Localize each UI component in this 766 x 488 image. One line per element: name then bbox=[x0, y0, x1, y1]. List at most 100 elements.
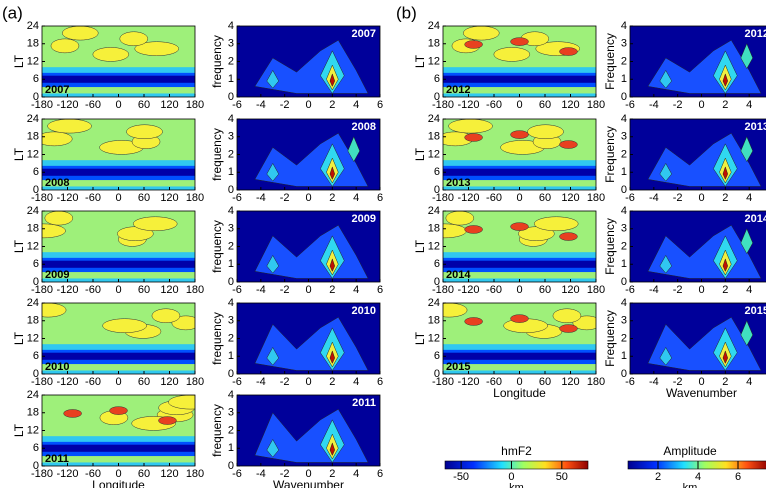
y-tick-label: 18 bbox=[27, 131, 39, 143]
x-tick-label: 60 bbox=[539, 284, 551, 296]
colorbar-unit: km bbox=[683, 482, 698, 488]
y-tick-label: 4 bbox=[621, 205, 627, 217]
year-label: 2007 bbox=[352, 28, 376, 40]
contour-fill bbox=[443, 344, 596, 355]
year-label: 2014 bbox=[745, 213, 766, 225]
contour-fill bbox=[329, 350, 335, 364]
x-tick-label: -180 bbox=[31, 284, 53, 296]
y-tick-label: 1 bbox=[228, 350, 234, 362]
y-axis-label: LT bbox=[413, 147, 427, 161]
y-axis-label: LT bbox=[413, 54, 427, 68]
x-tick-label: -4 bbox=[256, 376, 266, 388]
colorbar-tick-label: -50 bbox=[453, 471, 469, 483]
contour-fill bbox=[510, 130, 529, 139]
contour-fill bbox=[722, 73, 728, 87]
x-tick-label: -6 bbox=[232, 376, 242, 388]
y-tick-label: 6 bbox=[434, 166, 440, 178]
plot-area bbox=[42, 211, 195, 282]
y-axis-label: frequency bbox=[210, 220, 224, 273]
x-tick-label: 120 bbox=[160, 284, 178, 296]
year-label: 2010 bbox=[352, 305, 376, 317]
contour-fill bbox=[42, 444, 195, 452]
y-tick-label: 1 bbox=[228, 258, 234, 270]
colorbar-unit: km bbox=[509, 482, 524, 488]
x-tick-label: 180 bbox=[587, 376, 605, 388]
y-tick-label: 4 bbox=[228, 113, 234, 125]
contour-fill bbox=[42, 168, 195, 176]
contour-fill bbox=[132, 216, 178, 232]
colorbar-tick-label: 50 bbox=[556, 471, 568, 483]
y-axis-label: LT bbox=[12, 423, 26, 437]
y-tick-label: 6 bbox=[434, 350, 440, 362]
year-label: 2010 bbox=[45, 361, 69, 373]
y-tick-label: 18 bbox=[428, 131, 440, 143]
contour-fill bbox=[42, 352, 195, 360]
x-tick-label: -120 bbox=[457, 284, 479, 296]
x-tick-label: -180 bbox=[432, 376, 454, 388]
contour-fill bbox=[740, 320, 754, 347]
x-tick-label: 2 bbox=[329, 192, 335, 204]
x-tick-label: -6 bbox=[232, 99, 242, 111]
y-tick-label: 0 bbox=[228, 460, 234, 472]
x-tick-label: 4 bbox=[746, 284, 752, 296]
x-tick-label: -60 bbox=[85, 284, 101, 296]
y-axis-label: LT bbox=[12, 147, 26, 161]
contour-fill bbox=[443, 168, 596, 176]
y-tick-label: 24 bbox=[27, 205, 39, 217]
contour-fill bbox=[329, 166, 335, 180]
y-axis-label: Frequency bbox=[603, 126, 617, 183]
x-tick-label: 0 bbox=[516, 192, 522, 204]
x-tick-label: -4 bbox=[649, 99, 659, 111]
x-tick-label: 0 bbox=[115, 99, 121, 111]
y-tick-label: 2 bbox=[228, 55, 234, 67]
x-tick-label: 0 bbox=[698, 99, 704, 111]
y-tick-label: 4 bbox=[621, 297, 627, 309]
x-tick-label: 180 bbox=[186, 468, 204, 480]
year-label: 2007 bbox=[45, 84, 69, 96]
x-tick-label: 4 bbox=[353, 192, 359, 204]
x-tick-label: 60 bbox=[138, 284, 150, 296]
x-tick-label: 2 bbox=[722, 284, 728, 296]
plot-area bbox=[42, 395, 195, 466]
x-tick-label: 0 bbox=[115, 468, 121, 480]
x-tick-label: -6 bbox=[625, 284, 635, 296]
y-tick-label: 1 bbox=[621, 258, 627, 270]
year-label: 2015 bbox=[446, 361, 470, 373]
x-tick-label: 4 bbox=[353, 376, 359, 388]
year-label: 2008 bbox=[45, 177, 69, 189]
colorbar-tick-label: 6 bbox=[735, 471, 741, 483]
contour-fill bbox=[463, 26, 500, 41]
y-tick-label: 12 bbox=[27, 240, 39, 252]
contour-fill bbox=[63, 409, 82, 418]
x-tick-label: -120 bbox=[56, 99, 78, 111]
y-tick-label: 12 bbox=[428, 240, 440, 252]
y-tick-label: 12 bbox=[27, 332, 39, 344]
y-tick-label: 12 bbox=[27, 148, 39, 160]
y-axis-label: LT bbox=[12, 54, 26, 68]
contour-fill bbox=[119, 31, 149, 47]
colorbar-tick-label: 4 bbox=[695, 471, 701, 483]
y-tick-label: 0 bbox=[434, 276, 440, 288]
x-tick-label: -2 bbox=[673, 376, 683, 388]
y-tick-label: 1 bbox=[228, 442, 234, 454]
y-tick-label: 0 bbox=[33, 184, 39, 196]
y-tick-label: 2 bbox=[621, 148, 627, 160]
year-label: 2013 bbox=[745, 121, 766, 133]
x-tick-label: -6 bbox=[232, 192, 242, 204]
contour-fill bbox=[151, 308, 181, 324]
y-axis-label: LT bbox=[12, 331, 26, 345]
contour-fill bbox=[443, 75, 596, 83]
plot-area bbox=[237, 26, 380, 97]
x-tick-label: 60 bbox=[138, 192, 150, 204]
contour-fill bbox=[443, 352, 596, 360]
y-tick-label: 3 bbox=[621, 315, 627, 327]
x-tick-label: -60 bbox=[85, 376, 101, 388]
x-tick-label: -2 bbox=[280, 376, 290, 388]
x-tick-label: 0 bbox=[115, 192, 121, 204]
plot-area bbox=[630, 211, 766, 282]
x-tick-label: 4 bbox=[353, 284, 359, 296]
y-tick-label: 6 bbox=[33, 166, 39, 178]
colorbar-title: Amplitude bbox=[663, 444, 717, 458]
x-tick-label: 0 bbox=[305, 284, 311, 296]
